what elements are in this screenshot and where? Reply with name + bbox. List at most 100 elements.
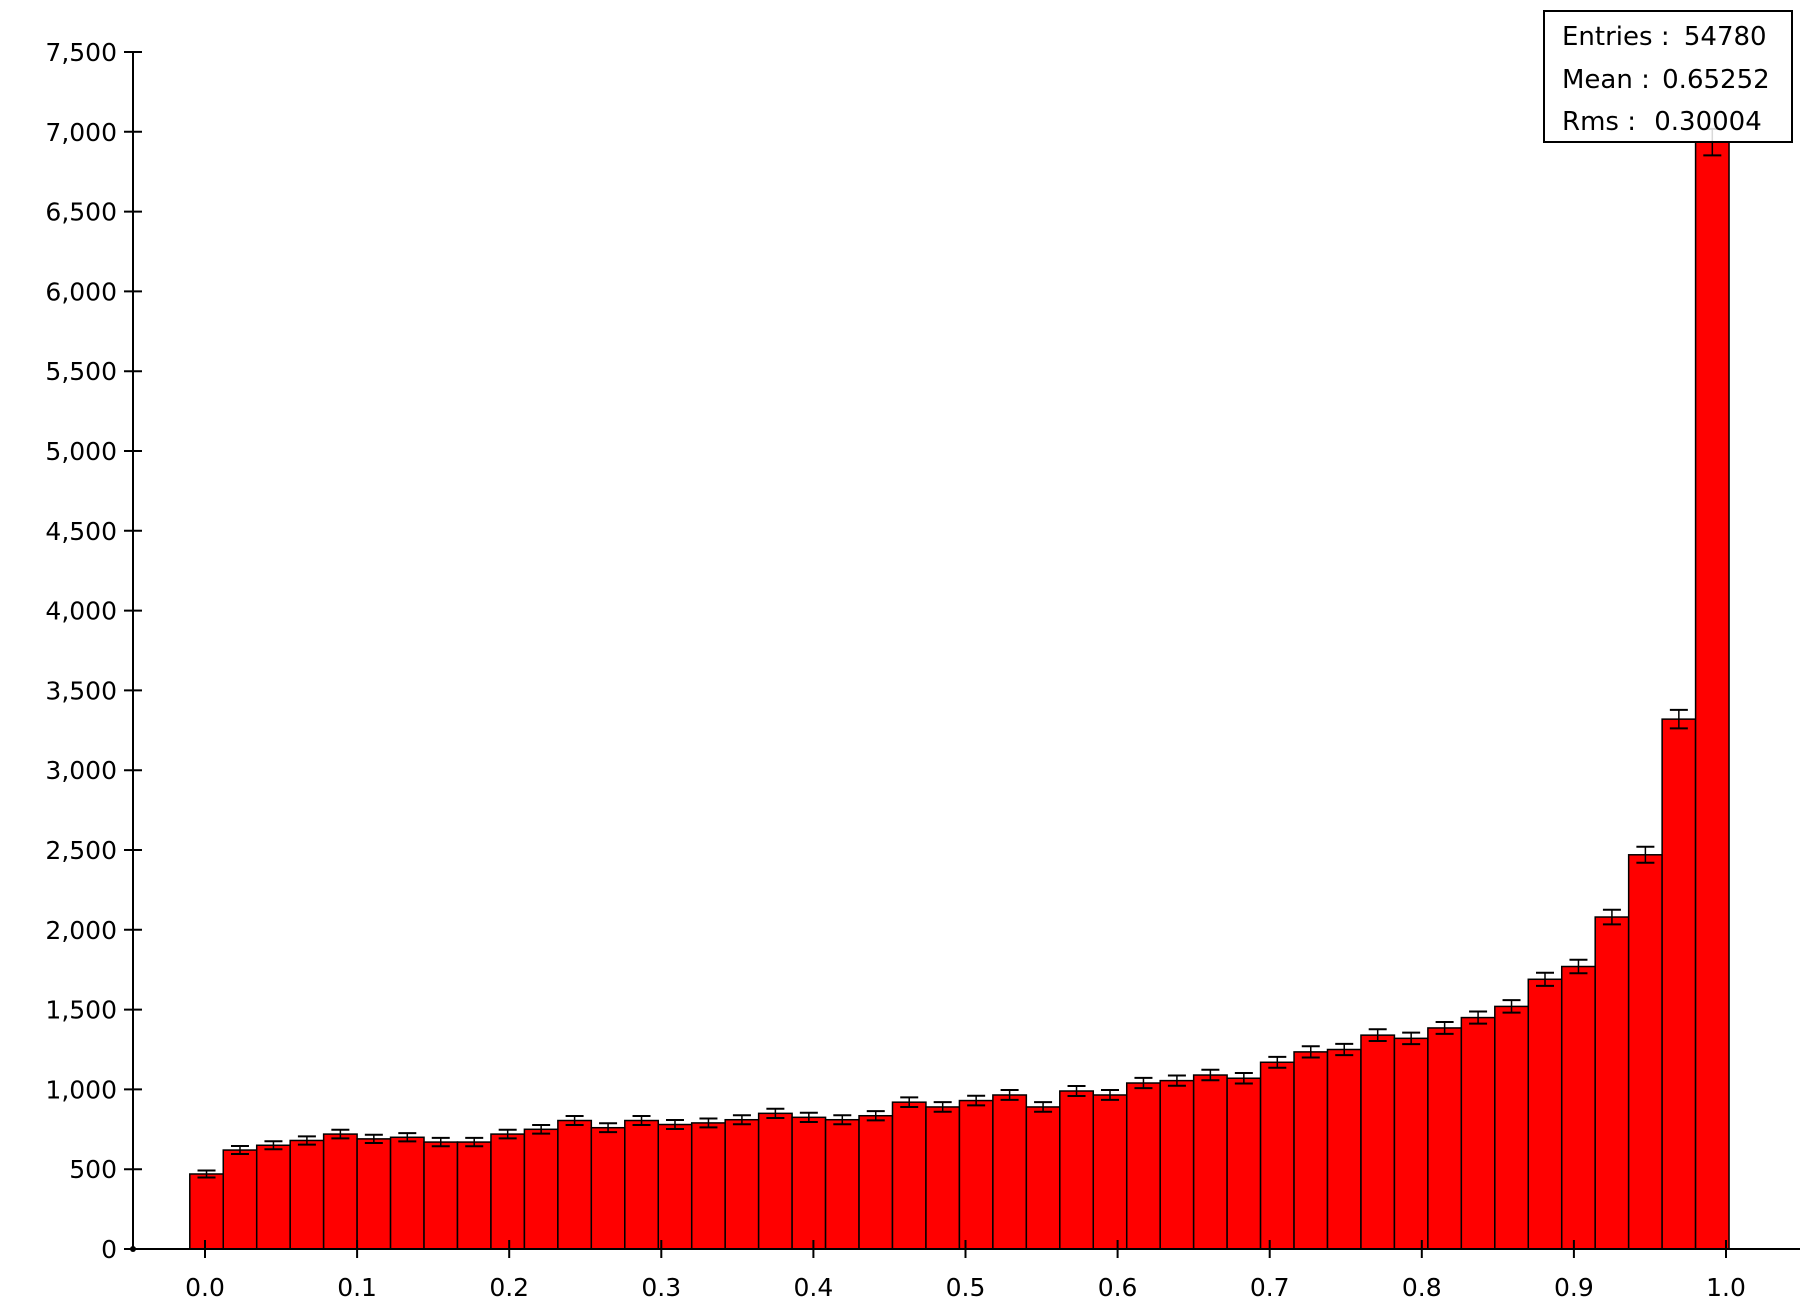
y-tick-label: 2,000 [45, 916, 117, 945]
histogram-bar [724, 1118, 760, 1250]
histogram-bar [189, 1173, 224, 1250]
histogram-bar [1560, 965, 1596, 1250]
error-bar [1502, 999, 1521, 1014]
x-tick-label: 0.6 [1098, 1273, 1138, 1302]
histogram-bar [1494, 1005, 1530, 1250]
error-bar [1167, 1074, 1186, 1087]
stats-mean-label: Mean : [1562, 65, 1650, 95]
y-tick-label: 6,000 [45, 277, 117, 306]
histogram-bar [1025, 1106, 1061, 1250]
histogram-bar [1427, 1027, 1463, 1250]
error-bar [1100, 1089, 1119, 1101]
stats-entries: Entries : 54780 [1562, 22, 1767, 52]
histogram-bar [389, 1136, 425, 1250]
y-tick-label: 1,000 [45, 1075, 117, 1104]
error-bar [1034, 1101, 1053, 1113]
x-tick-label: 0.3 [641, 1273, 681, 1302]
histogram-bar [1460, 1016, 1496, 1250]
error-bar [431, 1136, 450, 1148]
histogram-bar [1059, 1090, 1095, 1250]
histogram-bar [1259, 1061, 1295, 1250]
error-bar [1636, 845, 1655, 864]
histogram-bar [1694, 141, 1730, 1250]
x-tick-label: 1.0 [1706, 1273, 1746, 1302]
error-bar [1301, 1045, 1320, 1059]
y-tick-label: 3,500 [45, 676, 117, 705]
histogram-bar [1627, 854, 1663, 1250]
error-bar [1234, 1071, 1253, 1085]
error-bars-layer [197, 127, 1722, 1179]
error-bar [732, 1114, 751, 1126]
histogram-bar [456, 1141, 492, 1250]
error-bar [1536, 971, 1555, 987]
error-bar [1000, 1089, 1019, 1101]
stats-box-frame [1543, 10, 1793, 143]
error-bar [799, 1111, 818, 1123]
histogram-bar [858, 1114, 894, 1250]
error-bar [766, 1107, 785, 1119]
histogram-bar [557, 1119, 593, 1250]
histogram-bar [1092, 1094, 1128, 1250]
error-bar [498, 1128, 517, 1140]
stats-rms-value: 0.30004 [1654, 107, 1762, 137]
y-tick-label: 1,500 [45, 996, 117, 1025]
x-tick-label: 0.5 [946, 1273, 986, 1302]
error-bar [632, 1115, 651, 1126]
stats-rms: Rms : 0.30004 [1562, 107, 1762, 137]
error-bar [1368, 1028, 1387, 1043]
error-bar [833, 1114, 852, 1126]
histogram-bar [322, 1133, 358, 1250]
histogram-bar [423, 1141, 459, 1250]
histogram-bar [590, 1126, 626, 1250]
histogram-bar [1527, 978, 1563, 1250]
error-bar [465, 1136, 484, 1148]
stats-entries-value: 54780 [1684, 22, 1767, 52]
histogram-bar [757, 1112, 793, 1250]
error-bar [1469, 1010, 1488, 1025]
y-tick-label: 6,500 [45, 198, 117, 227]
y-tick-label: 7,000 [45, 118, 117, 147]
error-bar [1067, 1085, 1086, 1097]
error-bar [264, 1140, 283, 1151]
histogram-bar [356, 1138, 392, 1250]
histogram-bar [1661, 718, 1697, 1250]
error-bar [665, 1119, 684, 1130]
histogram-bar [1360, 1034, 1396, 1250]
error-bar [1335, 1042, 1354, 1057]
histogram-bar [1326, 1048, 1362, 1250]
y-tick-label: 0 [101, 1235, 117, 1264]
histogram-bar [992, 1094, 1028, 1250]
error-bar [1268, 1055, 1287, 1069]
histogram-bar [1125, 1082, 1161, 1250]
histogram-bar [490, 1133, 526, 1250]
y-tick-label: 3,000 [45, 756, 117, 785]
x-tick-label: 0.1 [337, 1273, 377, 1302]
histogram-bar [657, 1123, 693, 1250]
y-tick-label: 5,000 [45, 437, 117, 466]
error-bar [398, 1132, 417, 1143]
error-bar [1201, 1068, 1220, 1082]
stats-rms-label: Rms : [1562, 107, 1636, 137]
error-bar [933, 1101, 952, 1113]
y-tick-label: 500 [69, 1155, 117, 1184]
error-bar [230, 1145, 249, 1156]
histogram-bar [523, 1128, 559, 1250]
x-tick-label: 0.2 [489, 1273, 529, 1302]
error-bar [1402, 1031, 1421, 1046]
y-tick-label: 5,500 [45, 357, 117, 386]
error-bar [1134, 1076, 1153, 1090]
x-tick-label: 0.7 [1250, 1273, 1290, 1302]
error-bar [900, 1096, 919, 1108]
error-bar [532, 1123, 551, 1135]
y-tick-label: 4,000 [45, 597, 117, 626]
error-bar [599, 1122, 618, 1134]
stats-mean: Mean : 0.65252 [1562, 65, 1770, 95]
error-bar [866, 1110, 885, 1122]
x-tick-label: 0.8 [1402, 1273, 1442, 1302]
histogram-bar [1226, 1077, 1262, 1250]
histogram-bar [624, 1119, 660, 1250]
y-tick-label: 7,500 [45, 38, 117, 67]
histogram-bar [255, 1144, 291, 1250]
x-tick-label: 0.4 [794, 1273, 834, 1302]
